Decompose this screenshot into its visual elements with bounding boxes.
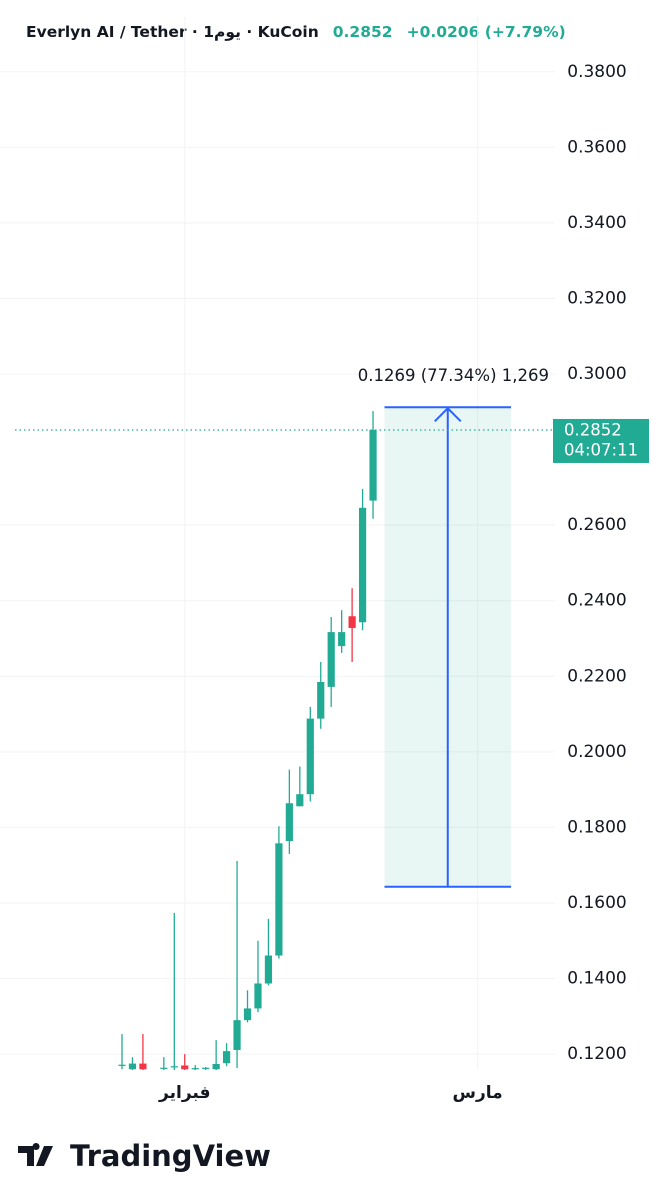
y-tick-label: 0.2000 — [567, 742, 626, 762]
x-tick-label: مارس — [453, 1083, 503, 1103]
candle-body — [264, 955, 273, 984]
candle-body — [296, 794, 304, 807]
candle-body — [181, 1065, 189, 1070]
candle-body — [160, 1067, 168, 1069]
y-tick-label: 0.1800 — [567, 817, 626, 837]
header: Everlyn AI / Tether · 1يوم · KuCoin 0.28… — [26, 20, 566, 44]
logo-mark — [18, 1143, 53, 1166]
candle-body — [306, 718, 314, 795]
y-tick-label: 0.3400 — [567, 213, 626, 233]
y-axis: 0.1200 0.1400 0.1600 0.1800 0.2000 0.2200 0.24… — [158, 62, 649, 1103]
candle-body — [327, 632, 335, 687]
y-tick-label: 0.1400 — [567, 969, 626, 989]
countdown-label: 04:07:11 — [564, 440, 638, 459]
y-tick-label: 0.2400 — [567, 591, 626, 611]
candle-body — [338, 632, 346, 647]
y-tick-label: 0.3200 — [567, 288, 626, 308]
plot-area — [15, 406, 555, 1070]
candle-body — [202, 1067, 210, 1069]
change: +0.0206 (+7.79%) — [406, 23, 566, 41]
y-tick-label: 0.2600 — [567, 515, 626, 535]
brand-logo: TradingView — [18, 1139, 271, 1173]
candle-body — [243, 1008, 252, 1021]
last-price-label: 0.2852 — [564, 420, 622, 439]
measure-label: 0.1269 (77.34%) 1,269 — [358, 366, 549, 385]
symbol: Everlyn AI / Tether · 1يوم · KuCoin — [26, 23, 319, 41]
candle-body — [118, 1064, 126, 1066]
candle-body — [317, 681, 325, 719]
candle-body — [191, 1068, 199, 1070]
candle-body — [128, 1063, 137, 1070]
candle-body — [285, 803, 293, 842]
y-tick-label: 0.1600 — [567, 893, 626, 913]
x-tick-label: فبراير — [158, 1083, 210, 1103]
candle-body — [139, 1063, 147, 1070]
candle-body — [223, 1051, 231, 1064]
y-tick-label: 0.3800 — [567, 62, 626, 82]
candle-body — [170, 1066, 178, 1068]
candle-body — [348, 616, 356, 628]
candle-body — [233, 1020, 241, 1050]
candle-body — [254, 983, 262, 1009]
candle-body — [358, 507, 367, 623]
y-tick-label: 0.3600 — [567, 137, 626, 157]
candle-body — [212, 1063, 220, 1070]
candle-body — [369, 429, 377, 501]
y-tick-label: 0.1200 — [567, 1044, 626, 1064]
last-price-badge — [553, 418, 649, 463]
price: 0.2852 — [332, 23, 393, 41]
brand-name: TradingView — [70, 1139, 271, 1173]
measure-arrow-head — [434, 406, 462, 423]
y-tick-label: 0.2200 — [567, 666, 626, 686]
y-tick-label: 0.3000 — [567, 364, 626, 384]
grid — [0, 17, 555, 1070]
candle-body — [275, 843, 283, 956]
